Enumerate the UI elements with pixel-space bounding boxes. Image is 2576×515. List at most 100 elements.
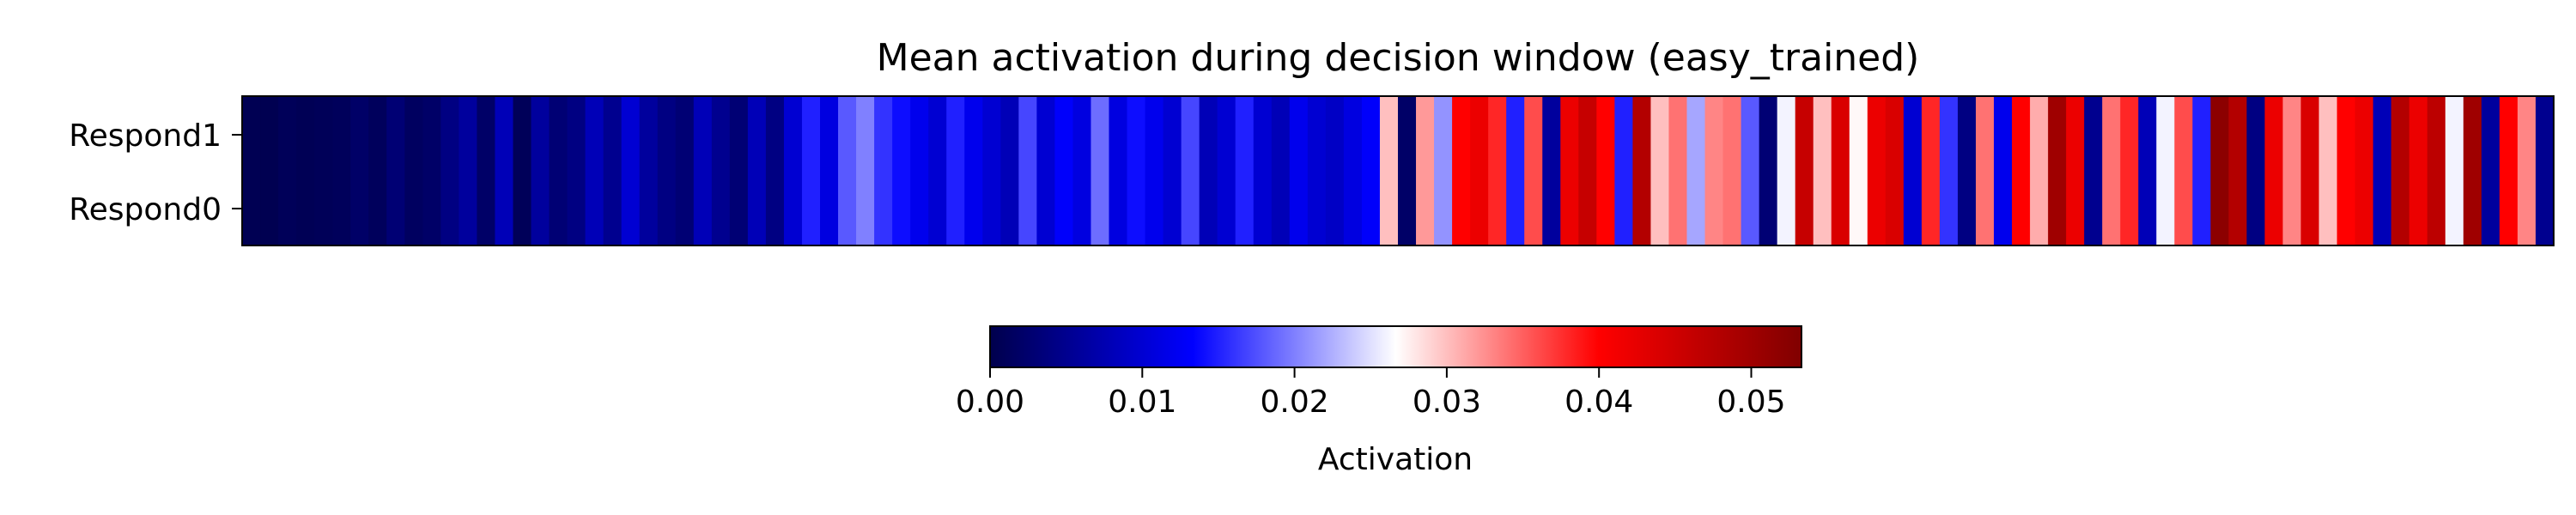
heatmap-cell [2156,96,2175,245]
heatmap-cell [1831,96,1850,245]
colorbar-tick-label: 0.04 [1564,385,1633,420]
heatmap-cell [639,96,659,245]
heatmap-cell [260,96,279,245]
heatmap-cell [1163,96,1182,245]
heatmap-cell [1686,96,1706,245]
heatmap-cell [1939,96,1959,245]
heatmap-cell [1127,96,1146,245]
heatmap-cell [2463,96,2482,245]
heatmap-cell [1217,96,1236,245]
y-tick-label-respond0: Respond0 [69,192,222,227]
heatmap-cell [404,96,423,245]
heatmap-cell [1072,96,1092,245]
heatmap-cell [1777,96,1796,245]
heatmap-cell [2427,96,2446,245]
heatmap-cell [477,96,496,245]
heatmap-cell [856,96,875,245]
colorbar-tick-label: 0.05 [1716,385,1785,420]
heatmap-cell [1560,96,1579,245]
heatmap-cell [2084,96,2103,245]
heatmap-cell [1018,96,1037,245]
heatmap-cell [332,96,351,245]
heatmap-cell [422,96,441,245]
colorbar-tick-label: 0.03 [1413,385,1481,420]
heatmap-cell [2318,96,2338,245]
heatmap-cell [1361,96,1381,245]
heatmap-cell [386,96,405,245]
heatmap-cell [1470,96,1489,245]
heatmap-cell [982,96,1001,245]
heatmap-cell [1632,96,1652,245]
heatmap-cell [1722,96,1742,245]
heatmap-cell [549,96,568,245]
colorbar-tick-label: 0.02 [1261,385,1329,420]
heatmap-cell [1416,96,1435,245]
heatmap-cell [1813,96,1832,245]
heatmap-cell [874,96,893,245]
heatmap-cell [1542,96,1561,245]
heatmap-cell [964,96,983,245]
heatmap-cell [2481,96,2500,245]
heatmap-cell [2300,96,2320,245]
heatmap-cell [1307,96,1327,245]
colorbar [989,325,1802,368]
heatmap-cell [1091,96,1110,245]
y-tick-label-respond1: Respond1 [69,118,222,154]
heatmap-cell [783,96,803,245]
heatmap-cell [2228,96,2248,245]
heatmap-cell [278,96,297,245]
heatmap-cell [1668,96,1688,245]
heatmap-cell [2138,96,2157,245]
heatmap-cell [2409,96,2428,245]
heatmap-cell [1036,96,1056,245]
heatmap-cell [1976,96,1995,245]
heatmap-cell [2517,96,2537,245]
heatmap-cell [2030,96,2049,245]
heatmap-cell [621,96,641,245]
heatmap-cell [1054,96,1074,245]
heatmap-cell [2102,96,2121,245]
heatmap-cell [657,96,677,245]
colorbar-tick-label: 0.00 [956,385,1024,420]
heatmap-cell [2174,96,2193,245]
heatmap-cell [296,96,315,245]
heatmap-cell [2246,96,2266,245]
heatmap-cells [242,96,2555,245]
heatmap-cell [910,96,929,245]
heatmap-cell [801,96,821,245]
heatmap-cell [820,96,839,245]
heatmap-cell [838,96,857,245]
heatmap-cell [2192,96,2212,245]
heatmap-cell [675,96,695,245]
heatmap-cell [368,96,387,245]
heatmap-cell [1181,96,1200,245]
heatmap-cell [1759,96,1778,245]
heatmap-cell [314,96,333,245]
heatmap-cell [242,96,261,245]
chart-title: Mean activation during decision window (… [877,36,1920,80]
heatmap-cell [1578,96,1597,245]
heatmap-cell [2336,96,2356,245]
heatmap-cell [711,96,731,245]
heatmap-cell [1235,96,1255,245]
heatmap-cell [2354,96,2374,245]
heatmap-cell [1849,96,1868,245]
heatmap-cell [1253,96,1273,245]
heatmap-cell [1795,96,1814,245]
heatmap-cell [1903,96,1923,245]
heatmap-cell [1885,96,1905,245]
heatmap-cell [2499,96,2518,245]
heatmap-cell [928,96,947,245]
heatmap-cell [2264,96,2284,245]
heatmap-cell [459,96,478,245]
heatmap-cell [747,96,767,245]
heatmap-cell [567,96,586,245]
heatmap-cell [1614,96,1634,245]
heatmap-cell [1434,96,1453,245]
heatmap-cell [1271,96,1291,245]
heatmap-cell [1957,96,1977,245]
heatmap-cell [350,96,369,245]
heatmap-cell [946,96,965,245]
heatmap-cell [1145,96,1164,245]
